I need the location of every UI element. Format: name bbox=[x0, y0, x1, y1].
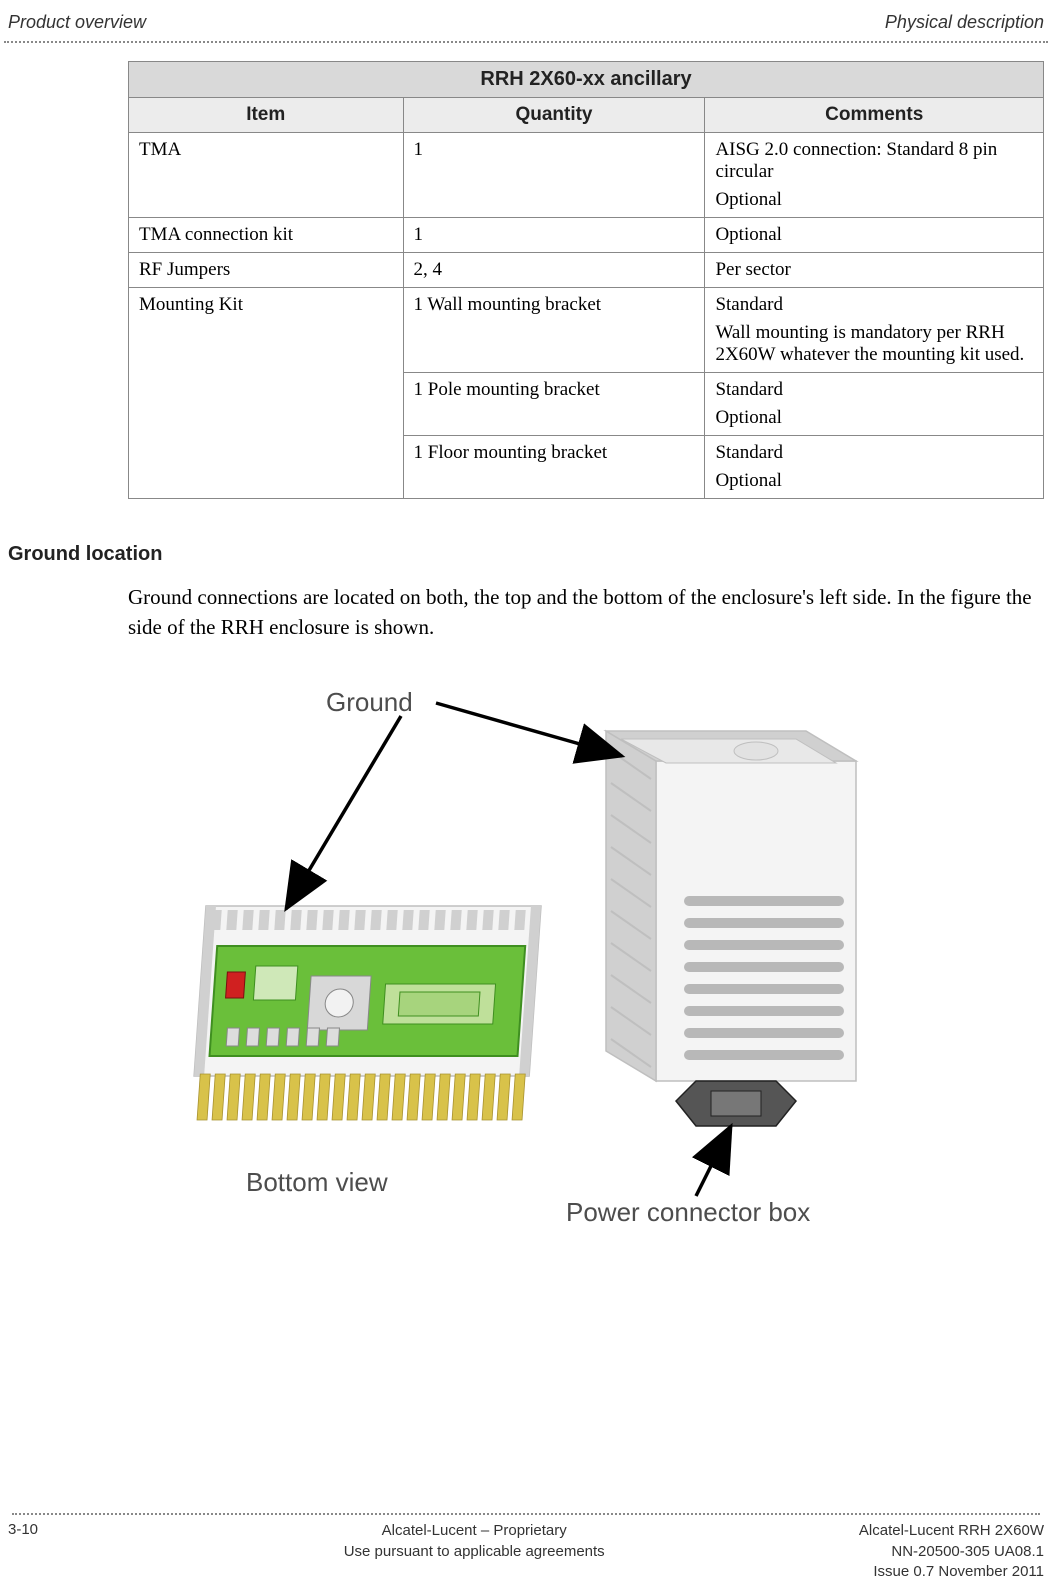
cell-qty: 1 Pole mounting bracket bbox=[403, 373, 705, 436]
comment-line: Standard bbox=[715, 294, 1033, 316]
cell-qty: 1 bbox=[403, 218, 705, 253]
cell-qty: 1 Wall mounting bracket bbox=[403, 288, 705, 373]
comment-line: Optional bbox=[715, 189, 1033, 211]
comment-line: Optional bbox=[715, 470, 1033, 492]
table-row: RF Jumpers 2, 4 Per sector bbox=[129, 253, 1044, 288]
cell-comment: Standard Optional bbox=[705, 373, 1044, 436]
cell-item: TMA bbox=[129, 133, 404, 218]
ancillary-table: RRH 2X60-xx ancillary Item Quantity Comm… bbox=[128, 61, 1044, 499]
section-body: Ground connections are located on both, … bbox=[128, 582, 1044, 643]
cell-qty: 1 Floor mounting bracket bbox=[403, 436, 705, 499]
cell-item: RF Jumpers bbox=[129, 253, 404, 288]
col-comments: Comments bbox=[705, 98, 1044, 133]
cell-comment: Standard Optional bbox=[705, 436, 1044, 499]
footer-usage: Use pursuant to applicable agreements bbox=[215, 1542, 733, 1562]
cell-qty: 1 bbox=[403, 133, 705, 218]
svg-text:Bottom view: Bottom view bbox=[246, 1167, 388, 1197]
table-header-row: Item Quantity Comments bbox=[129, 98, 1044, 133]
comment-line: Standard bbox=[715, 442, 1033, 464]
comment-line: Optional bbox=[715, 407, 1033, 429]
cell-comment: Per sector bbox=[705, 253, 1044, 288]
table-title: RRH 2X60-xx ancillary bbox=[129, 62, 1044, 98]
footer-product: Alcatel-Lucent RRH 2X60W bbox=[733, 1521, 1044, 1541]
table-row: TMA 1 AISG 2.0 connection: Standard 8 pi… bbox=[129, 133, 1044, 218]
cell-item: Mounting Kit bbox=[129, 288, 404, 499]
page-footer: 3-10 Alcatel-Lucent – Proprietary Use pu… bbox=[0, 1513, 1052, 1582]
table-row: TMA connection kit 1 Optional bbox=[129, 218, 1044, 253]
ground-location-figure: Ground Bottom view Power connector box bbox=[136, 661, 916, 1241]
footer-divider bbox=[12, 1513, 1040, 1515]
page-header: Product overview Physical description bbox=[0, 0, 1052, 41]
svg-text:Ground: Ground bbox=[326, 687, 413, 717]
comment-line: Wall mounting is mandatory per RRH 2X60W… bbox=[715, 322, 1033, 366]
table-title-row: RRH 2X60-xx ancillary bbox=[129, 62, 1044, 98]
table-row: Mounting Kit 1 Wall mounting bracket Sta… bbox=[129, 288, 1044, 373]
cell-qty: 2, 4 bbox=[403, 253, 705, 288]
header-left: Product overview bbox=[8, 12, 146, 33]
footer-docnum: NN-20500-305 UA08.1 bbox=[733, 1542, 1044, 1562]
cell-item: TMA connection kit bbox=[129, 218, 404, 253]
comment-line: AISG 2.0 connection: Standard 8 pin circ… bbox=[715, 139, 1033, 183]
footer-page-number: 3-10 bbox=[8, 1521, 215, 1582]
section-heading: Ground location bbox=[8, 543, 1052, 566]
col-item: Item bbox=[129, 98, 404, 133]
col-quantity: Quantity bbox=[403, 98, 705, 133]
cell-comment: Optional bbox=[705, 218, 1044, 253]
svg-text:Power connector box: Power connector box bbox=[566, 1197, 810, 1227]
header-right: Physical description bbox=[885, 12, 1044, 33]
cell-comment: Standard Wall mounting is mandatory per … bbox=[705, 288, 1044, 373]
footer-proprietary: Alcatel-Lucent – Proprietary bbox=[215, 1521, 733, 1541]
comment-line: Standard bbox=[715, 379, 1033, 401]
header-divider bbox=[4, 41, 1048, 43]
footer-issue: Issue 0.7 November 2011 bbox=[733, 1562, 1044, 1582]
cell-comment: AISG 2.0 connection: Standard 8 pin circ… bbox=[705, 133, 1044, 218]
